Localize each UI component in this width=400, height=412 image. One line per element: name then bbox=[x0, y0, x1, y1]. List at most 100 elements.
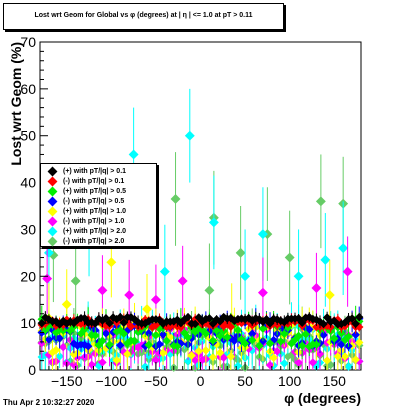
data-point bbox=[119, 318, 129, 327]
data-point bbox=[272, 347, 282, 356]
y-tick-label: 0 bbox=[28, 362, 36, 378]
data-point bbox=[44, 335, 54, 344]
data-point bbox=[338, 243, 349, 254]
data-point bbox=[208, 217, 219, 228]
legend-marker-icon bbox=[47, 196, 58, 207]
data-point bbox=[294, 358, 303, 367]
data-point bbox=[233, 325, 243, 335]
x-tick-label: −50 bbox=[144, 373, 168, 389]
y-tick-label: 40 bbox=[20, 175, 36, 191]
data-point bbox=[142, 304, 152, 315]
data-point bbox=[330, 334, 339, 343]
data-point bbox=[183, 333, 193, 342]
data-point bbox=[119, 329, 129, 338]
x-tick-label: 100 bbox=[278, 373, 302, 389]
data-point bbox=[284, 252, 295, 263]
data-point bbox=[311, 283, 322, 293]
data-point bbox=[187, 351, 196, 360]
legend-label: (+) with pT/|q| > 2.0 bbox=[63, 228, 127, 235]
data-point bbox=[315, 349, 325, 359]
data-point bbox=[80, 324, 89, 334]
x-tick-label: −100 bbox=[96, 373, 128, 389]
legend-marker-icon bbox=[47, 186, 58, 197]
data-point bbox=[351, 319, 360, 328]
data-point bbox=[43, 247, 54, 258]
y-tick-label: 70 bbox=[20, 34, 36, 50]
data-point bbox=[337, 328, 346, 338]
data-point bbox=[320, 254, 331, 265]
data-point bbox=[215, 348, 225, 358]
data-point bbox=[247, 335, 257, 345]
data-point bbox=[151, 330, 161, 340]
data-point bbox=[280, 359, 289, 368]
data-point bbox=[124, 290, 135, 300]
data-point bbox=[116, 340, 125, 350]
legend-marker-icon bbox=[47, 206, 58, 217]
data-point bbox=[144, 340, 154, 350]
data-point bbox=[130, 336, 139, 346]
y-axis-label: Lost wrt Geom (%) bbox=[8, 42, 24, 166]
data-point bbox=[258, 324, 268, 333]
data-point bbox=[105, 318, 114, 328]
data-point bbox=[297, 341, 307, 350]
data-point bbox=[223, 333, 232, 342]
legend-entry: (+) with pT/|q| > 2.0 bbox=[41, 226, 158, 237]
data-point bbox=[183, 312, 193, 322]
data-point bbox=[173, 342, 182, 351]
y-tick-label: 50 bbox=[20, 128, 36, 144]
data-point bbox=[240, 339, 250, 348]
data-point bbox=[319, 319, 328, 329]
data-point bbox=[105, 340, 114, 349]
data-point bbox=[208, 336, 218, 345]
data-point bbox=[247, 329, 257, 338]
data-point bbox=[324, 290, 335, 300]
data-point bbox=[312, 340, 321, 349]
data-point bbox=[280, 329, 289, 339]
data-point bbox=[351, 355, 360, 364]
legend-marker-icon bbox=[47, 226, 58, 237]
legend-label: (-) with pT/|q| > 0.1 bbox=[63, 178, 125, 185]
data-point bbox=[293, 271, 304, 282]
legend-label: (+) with pT/|q| > 1.0 bbox=[63, 208, 127, 215]
data-point bbox=[305, 325, 314, 334]
data-point bbox=[151, 355, 161, 365]
data-point bbox=[340, 352, 350, 361]
legend-entry: (+) with pT/|q| > 1.0 bbox=[41, 206, 158, 217]
y-tick-label: 20 bbox=[20, 268, 36, 284]
data-point bbox=[51, 345, 61, 355]
data-point bbox=[162, 336, 171, 346]
data-point bbox=[215, 331, 225, 341]
chart-title: Lost wrt Geom for Global vs φ (degrees) … bbox=[34, 12, 253, 19]
legend-entry: (-) with pT/|q| > 0.5 bbox=[41, 196, 158, 207]
data-point bbox=[98, 336, 107, 345]
legend-entry: (+) with pT/|q| > 0.1 bbox=[41, 166, 158, 177]
data-point bbox=[257, 287, 268, 298]
data-point bbox=[177, 276, 188, 286]
legend-entry: (+) with pT/|q| > 0.5 bbox=[41, 186, 158, 197]
data-point bbox=[315, 196, 326, 207]
data-point bbox=[150, 294, 161, 305]
legend-label: (-) with pT/|q| > 2.0 bbox=[63, 238, 125, 245]
x-tick-label: 50 bbox=[237, 373, 253, 389]
data-point bbox=[151, 320, 161, 330]
legend-entry: (-) with pT/|q| > 0.1 bbox=[41, 176, 158, 187]
data-point bbox=[265, 339, 275, 348]
legend-label: (+) with pT/|q| > 0.1 bbox=[63, 168, 127, 175]
data-point bbox=[344, 332, 353, 341]
data-point bbox=[204, 285, 215, 296]
data-point bbox=[235, 247, 246, 258]
chart-legend: (+) with pT/|q| > 0.1 (-) with pT/|q| > 0… bbox=[40, 163, 157, 247]
timestamp-footer: Thu Apr 2 10:32:27 2020 bbox=[3, 398, 95, 407]
data-point bbox=[184, 130, 195, 141]
data-point bbox=[255, 341, 264, 350]
data-point bbox=[276, 337, 285, 346]
data-point bbox=[269, 353, 278, 362]
chart-title-box: Lost wrt Geom for Global vs φ (degrees) … bbox=[3, 3, 284, 30]
data-point bbox=[257, 229, 268, 240]
data-point bbox=[190, 319, 200, 329]
data-point bbox=[205, 314, 214, 323]
data-point bbox=[240, 271, 251, 282]
data-point bbox=[98, 358, 107, 367]
data-point bbox=[155, 339, 164, 349]
